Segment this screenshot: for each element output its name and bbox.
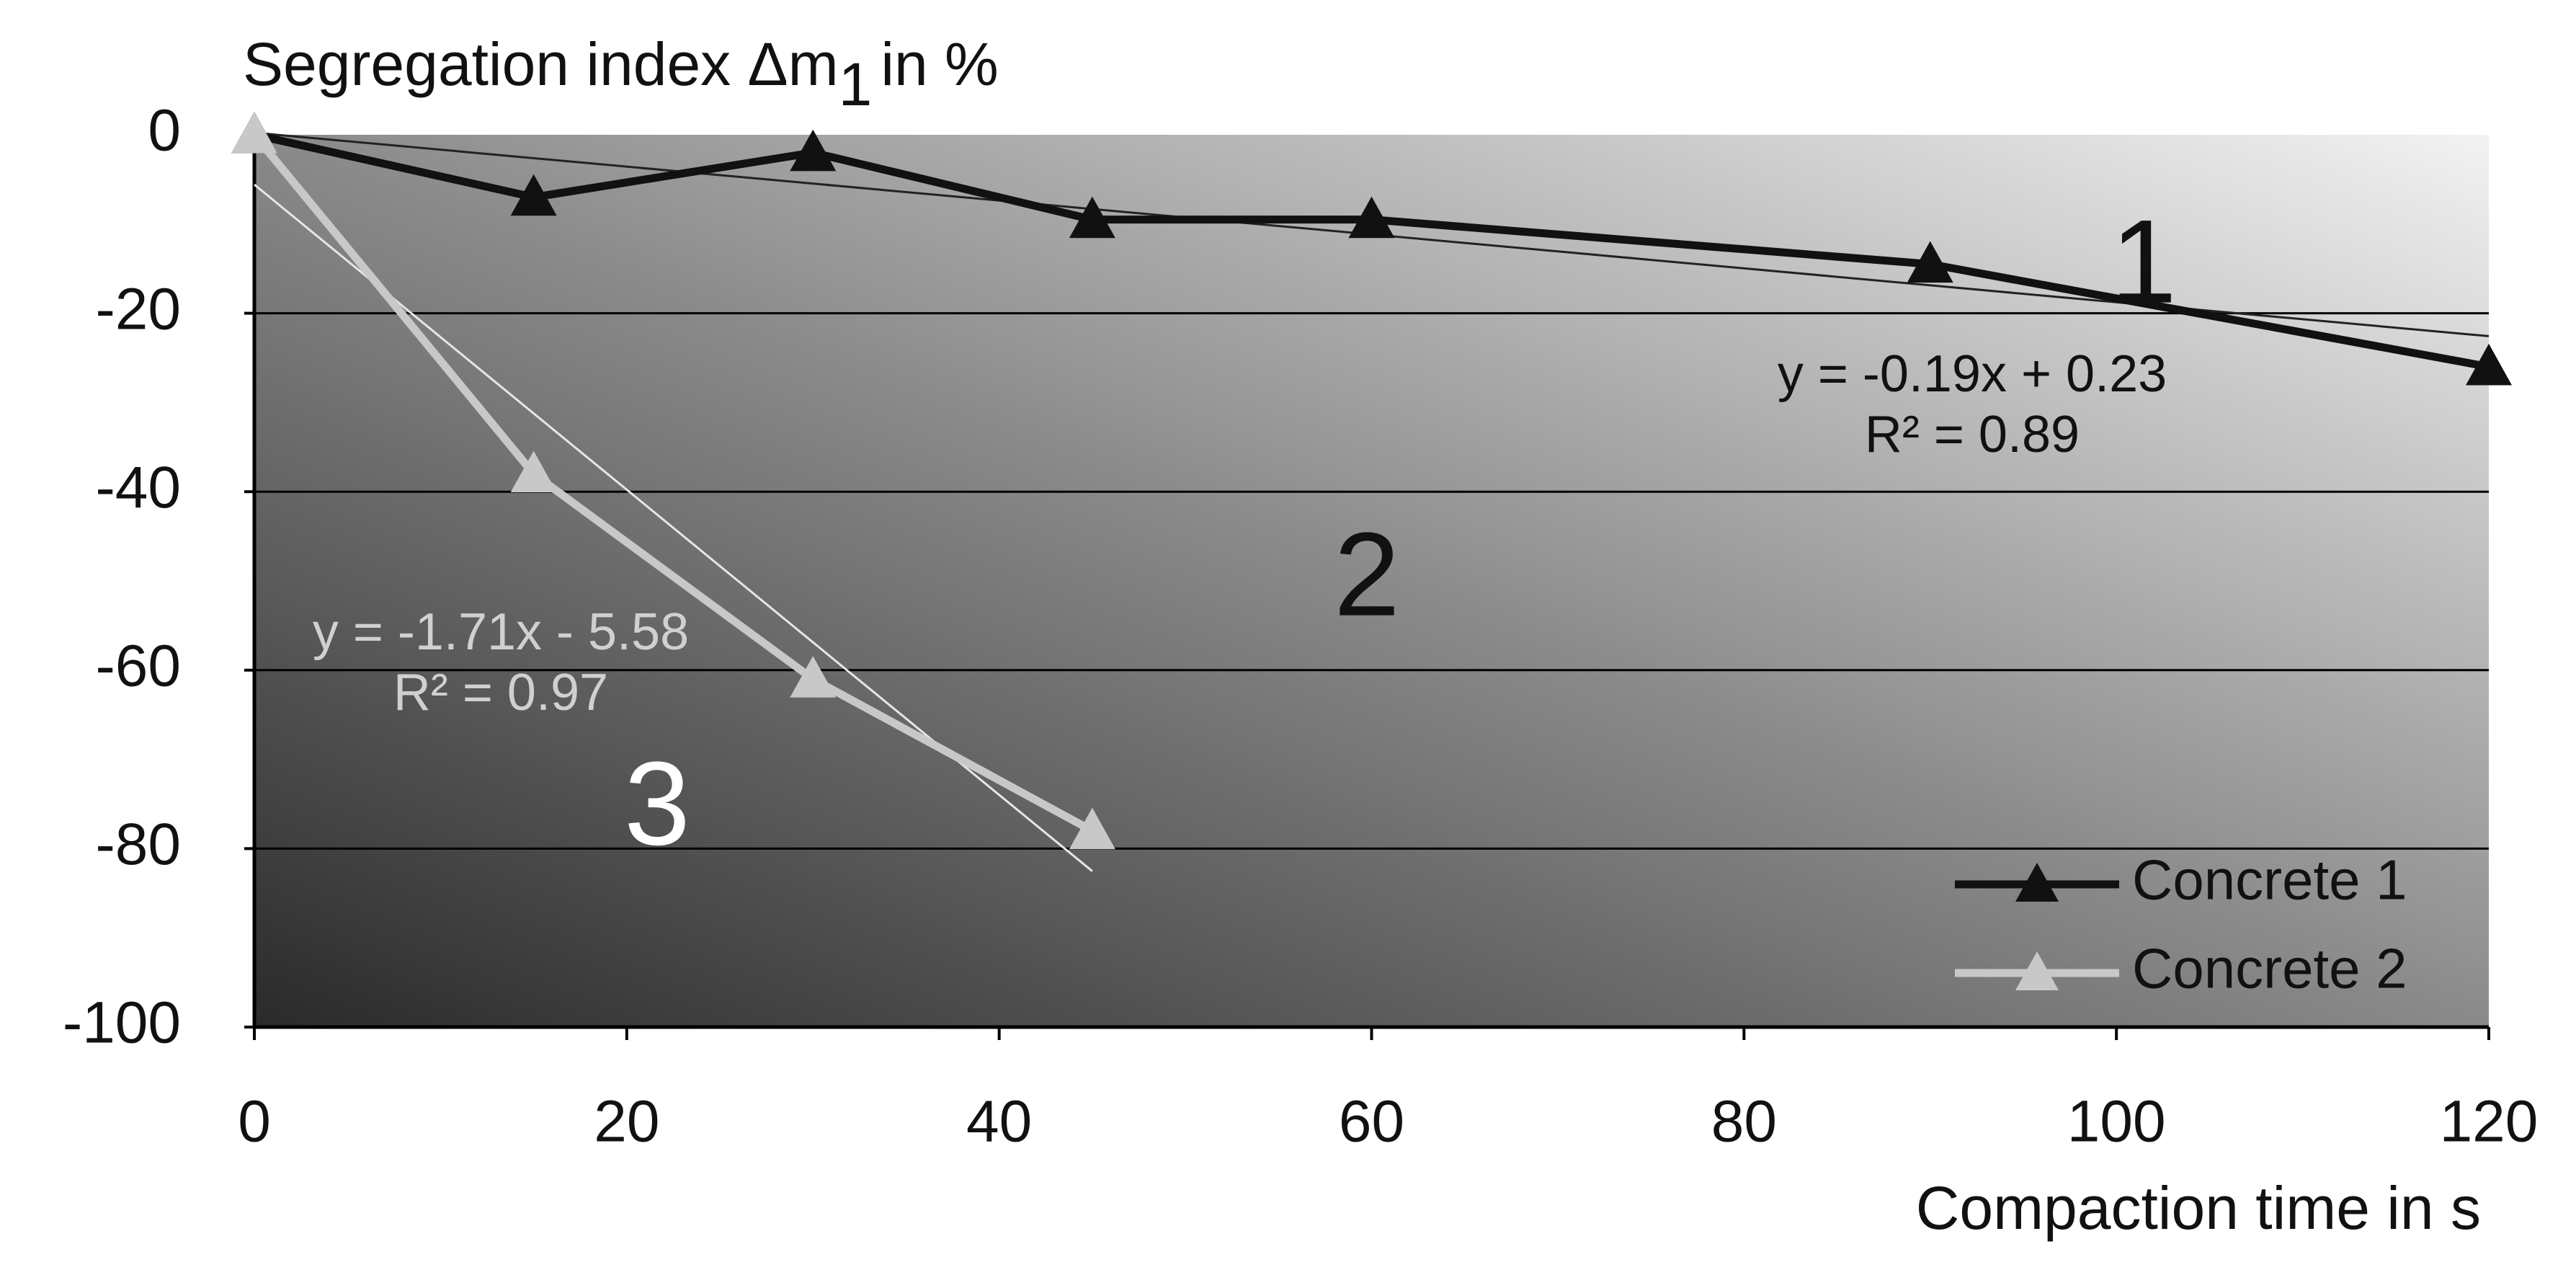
x-axis-title: Compaction time in s xyxy=(1916,1174,2481,1242)
trend-r2: R² = 0.89 xyxy=(1865,406,2080,463)
plot-background xyxy=(254,135,2489,1027)
x-tick-label: 20 xyxy=(594,1089,659,1155)
x-tick-label: 60 xyxy=(1339,1089,1404,1155)
legend-label: Concrete 1 xyxy=(2132,848,2407,912)
x-tick-label: 80 xyxy=(1711,1089,1777,1155)
x-tick-label: 40 xyxy=(966,1089,1032,1155)
x-tick-label: 0 xyxy=(238,1089,271,1155)
marker xyxy=(510,174,557,216)
marker xyxy=(231,112,277,154)
trend-equation: y = -1.71x - 5.58 xyxy=(313,603,689,661)
trend-r2: R² = 0.97 xyxy=(393,664,608,721)
x-tick-label: 100 xyxy=(2067,1089,2166,1155)
marker xyxy=(510,450,557,493)
marker xyxy=(790,656,837,698)
series-line xyxy=(251,132,1095,835)
region-label: 1 xyxy=(2111,195,2177,328)
marker xyxy=(1907,241,1953,283)
region-label: 2 xyxy=(1334,508,1400,641)
legend-marker xyxy=(2015,951,2059,990)
marker xyxy=(790,129,837,172)
y-tick-label: -20 xyxy=(95,276,181,342)
marker xyxy=(1069,807,1115,850)
trend-equation: y = -0.19x + 0.23 xyxy=(1778,345,2167,403)
region-label: 3 xyxy=(624,737,690,870)
marker xyxy=(2466,343,2512,386)
legend-label: Concrete 2 xyxy=(2132,937,2407,1000)
y-axis-title: Segregation index Δm1 in % xyxy=(243,30,999,118)
legend-marker xyxy=(2015,863,2059,902)
y-tick-label: 0 xyxy=(148,98,181,164)
marker xyxy=(1348,196,1395,239)
y-tick-label: -100 xyxy=(63,990,181,1056)
y-title-end: in % xyxy=(881,30,998,98)
y-tick-label: -40 xyxy=(95,455,181,520)
y-title-main: Segregation index Δm xyxy=(243,30,839,98)
y-tick-label: -60 xyxy=(95,633,181,698)
x-tick-label: 120 xyxy=(2440,1089,2539,1155)
marker xyxy=(1069,196,1115,239)
y-title-sub: 1 xyxy=(839,50,873,118)
y-tick-label: -80 xyxy=(95,812,181,877)
